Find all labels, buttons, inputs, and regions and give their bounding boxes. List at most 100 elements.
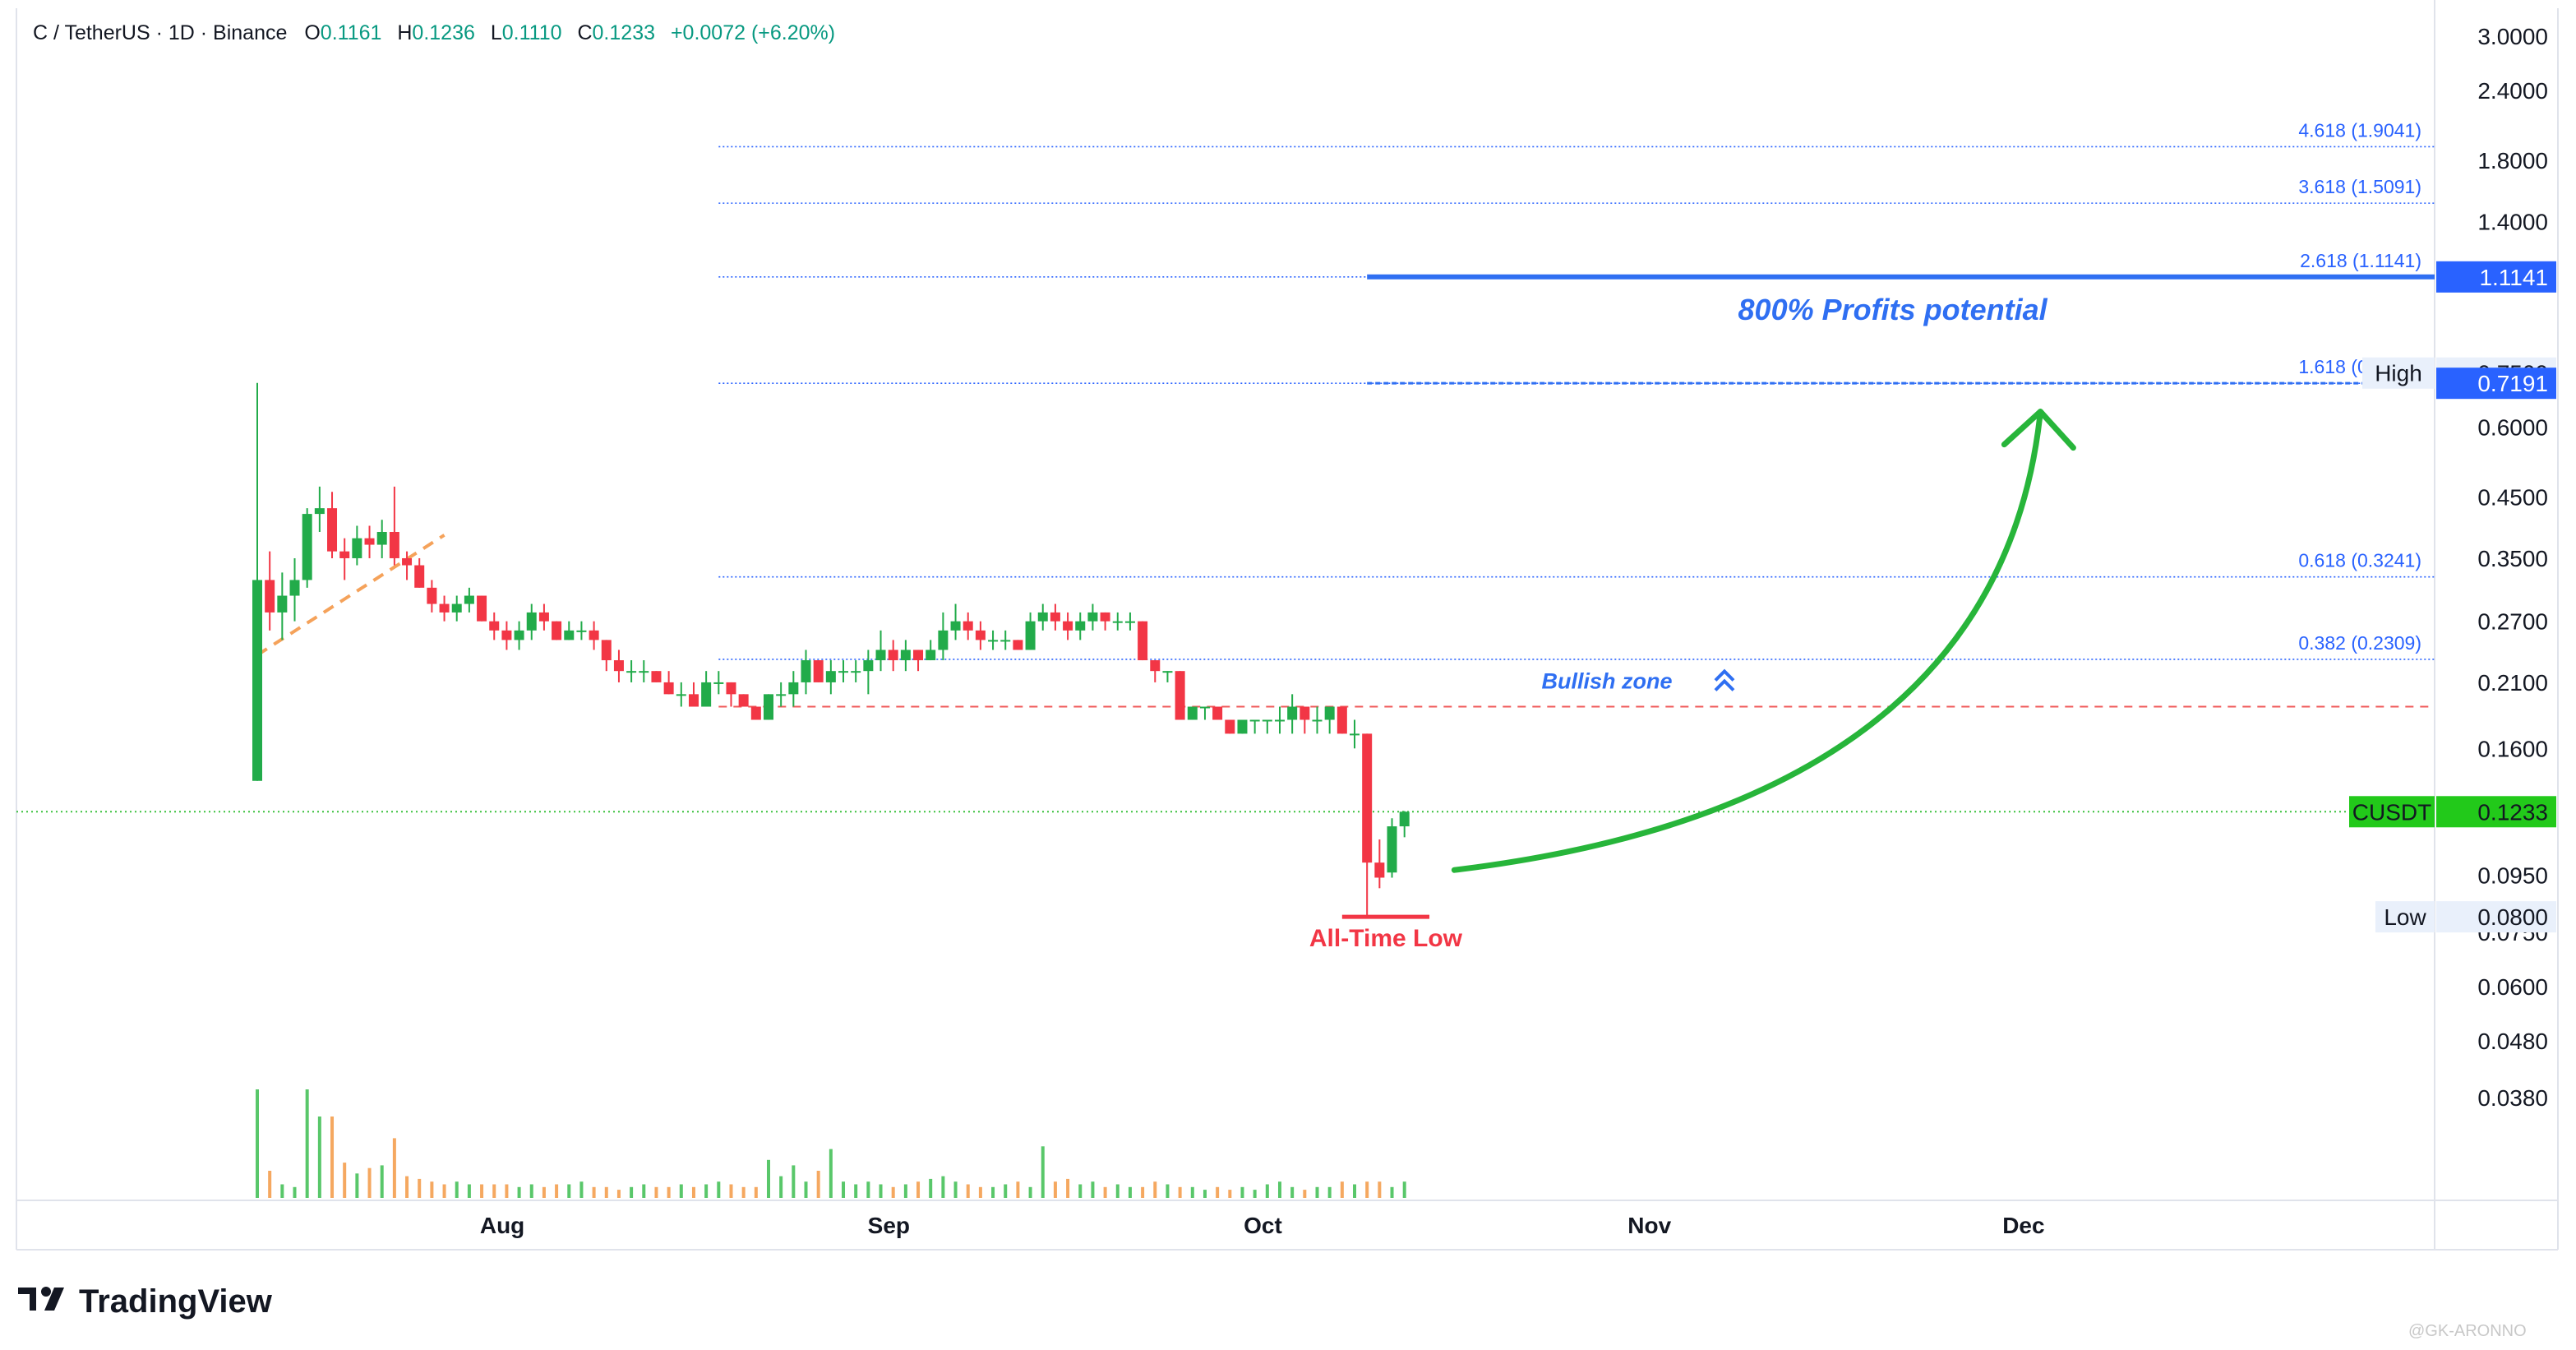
candle[interactable] [701,671,712,707]
candle[interactable] [302,508,312,588]
candle[interactable] [1075,612,1086,640]
candle[interactable] [376,520,387,558]
candle[interactable] [863,650,874,695]
candle[interactable] [514,621,524,650]
candle[interactable] [1187,706,1198,720]
candle[interactable] [414,557,425,588]
candle[interactable] [726,682,736,707]
candle[interactable] [950,603,961,640]
candle[interactable] [813,660,824,682]
candle[interactable] [289,557,300,622]
candle[interactable] [1350,719,1360,749]
candlesticks[interactable] [252,382,1410,918]
candle[interactable] [1336,706,1347,734]
price-tag[interactable]: 1.1141 [2436,261,2556,293]
candle[interactable] [676,682,686,707]
candle[interactable] [1138,621,1148,661]
candle[interactable] [1063,612,1073,640]
fibonacci-extension[interactable]: 4.618 (1.9041) 3.618 (1.5091) 2.618 (1.114… [718,119,2435,660]
candle[interactable] [439,595,450,622]
candle[interactable] [1374,839,1385,889]
candle[interactable] [576,621,587,640]
candle[interactable] [489,612,500,640]
candle[interactable] [750,706,761,720]
candle[interactable] [451,595,462,622]
candle[interactable] [352,525,362,566]
candle[interactable] [1274,706,1285,734]
candle[interactable] [402,551,413,580]
candle[interactable] [1212,706,1223,720]
candle[interactable] [1324,706,1335,734]
candle[interactable] [265,551,275,631]
candle[interactable] [988,630,999,650]
candle[interactable] [825,660,836,695]
candle[interactable] [1312,706,1323,734]
candle[interactable] [538,603,549,631]
candle[interactable] [1199,706,1210,720]
time-axis[interactable]: Aug Sep Oct Nov Dec [480,1213,2045,1238]
candle[interactable] [1124,612,1135,631]
candle[interactable] [1050,603,1060,631]
candle[interactable] [875,630,886,672]
candle[interactable] [763,694,773,720]
candle[interactable] [1225,719,1235,734]
candle[interactable] [1175,671,1185,720]
candle[interactable] [1287,694,1298,734]
candle[interactable] [464,587,474,613]
candle[interactable] [1013,640,1023,650]
candle[interactable] [888,640,898,672]
candle[interactable] [601,640,612,672]
candle[interactable] [339,538,350,580]
candle[interactable] [1387,818,1397,878]
candle[interactable] [851,660,861,682]
candle[interactable] [1362,733,1373,918]
price-tag[interactable]: 0.0800 Low [2375,901,2556,933]
price-tag[interactable]: 0.1233 CUSDT [2349,796,2556,828]
candle[interactable] [801,650,811,695]
candle[interactable] [501,621,512,650]
candle[interactable] [526,603,537,640]
candle[interactable] [1000,630,1011,650]
candle[interactable] [963,612,973,640]
candle[interactable] [1087,603,1098,631]
candle[interactable] [364,525,375,558]
candle[interactable] [314,486,325,532]
candle[interactable] [975,621,986,650]
price-tag[interactable]: 0.7191 [2436,368,2556,400]
candle[interactable] [900,640,911,672]
candle[interactable] [1112,612,1123,631]
candle[interactable] [589,621,599,650]
candle[interactable] [1262,719,1272,734]
candle[interactable] [838,660,849,682]
candle[interactable] [1025,612,1036,650]
candle[interactable] [688,682,699,707]
candle[interactable] [913,650,924,672]
tradingview-logo[interactable]: TradingView [18,1283,273,1320]
candle[interactable] [613,650,624,682]
candle[interactable] [776,682,787,707]
candle[interactable] [427,580,437,613]
candle[interactable] [788,671,799,707]
candle[interactable] [277,572,288,640]
candle[interactable] [1150,660,1161,682]
candle[interactable] [1162,671,1173,682]
candle[interactable] [564,621,575,640]
candle[interactable] [327,492,338,558]
candle[interactable] [1249,719,1260,734]
candle[interactable] [926,640,936,661]
candle[interactable] [626,660,637,682]
candle[interactable] [1037,603,1048,631]
candle[interactable] [477,595,487,622]
candle[interactable] [713,671,724,695]
candle[interactable] [651,671,662,682]
candle[interactable] [1237,719,1248,734]
candle[interactable] [639,660,649,682]
price-axis[interactable]: 3.00002.40001.80001.40000.75000.60000.45… [2349,24,2556,1111]
candle[interactable] [1399,811,1410,838]
candle[interactable] [552,621,562,640]
candle[interactable] [1100,612,1110,631]
candle[interactable] [252,382,262,781]
candle[interactable] [738,694,749,707]
candle[interactable] [389,486,399,566]
